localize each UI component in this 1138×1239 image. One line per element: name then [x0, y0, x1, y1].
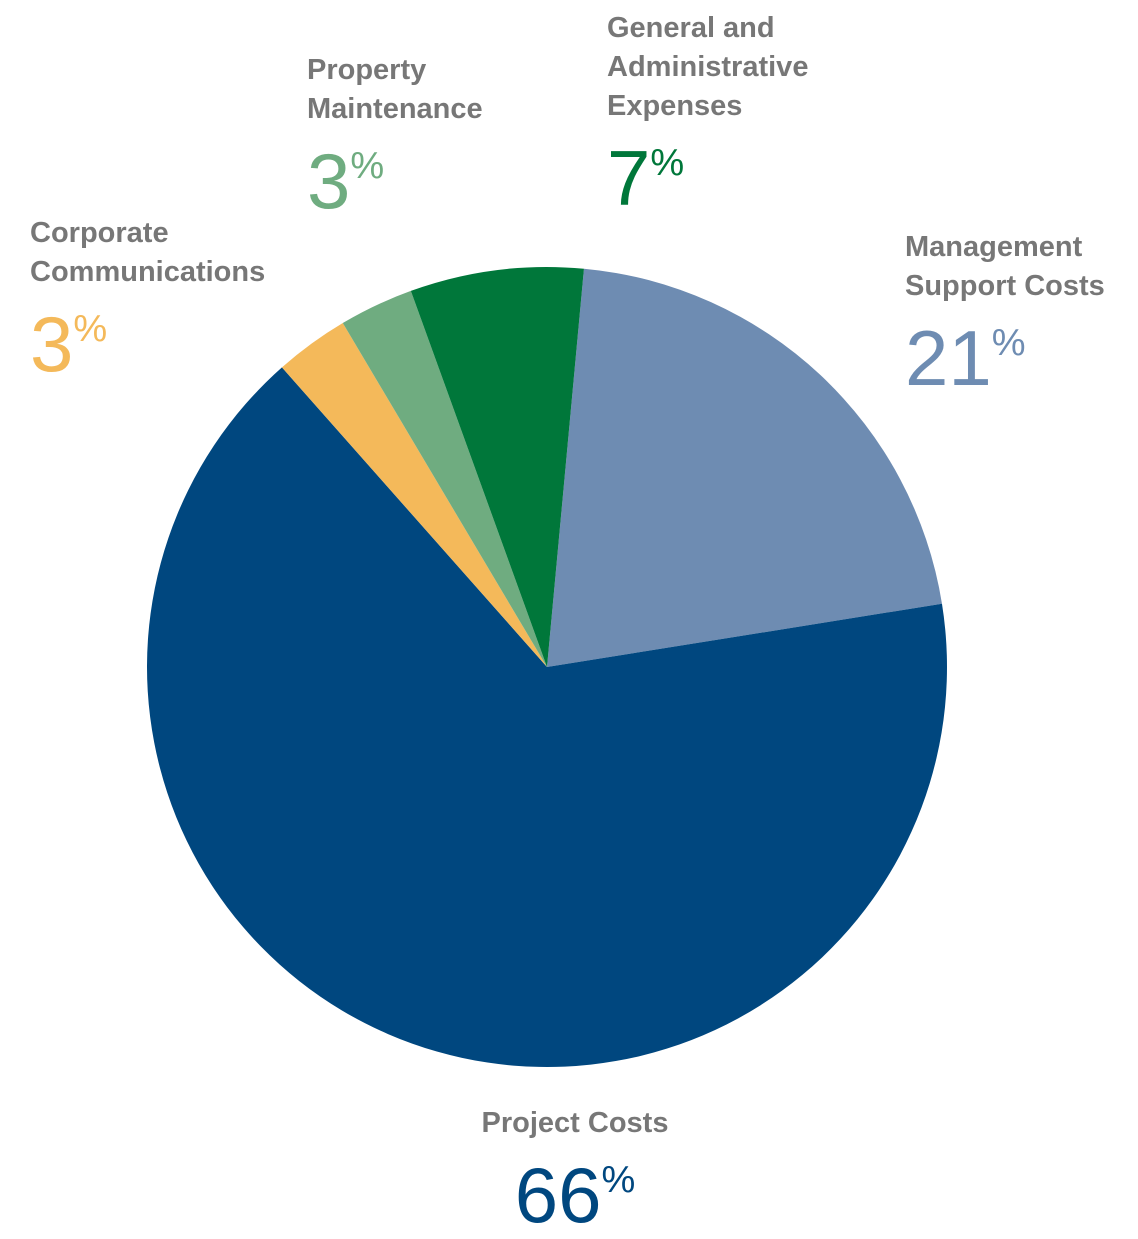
value-label: 7%: [607, 126, 857, 217]
value-label: 3%: [30, 292, 320, 383]
pie-slice: [547, 268, 942, 667]
pie-slice: [342, 290, 547, 667]
value-unit: %: [73, 308, 108, 350]
category-name: Management Support Costs: [905, 231, 1105, 302]
category-name: General and Administrative Expenses: [607, 12, 809, 122]
value-unit: %: [650, 142, 685, 184]
value-label: 21%: [905, 306, 1138, 397]
pie-slice: [146, 367, 948, 1067]
value-number: 66: [514, 1151, 602, 1239]
value-unit: %: [350, 145, 385, 187]
value-unit: %: [991, 322, 1026, 364]
value-label: 66%: [440, 1143, 710, 1234]
value-number: 21: [905, 314, 992, 402]
pie-slice: [281, 323, 547, 667]
value-label: 3%: [307, 129, 532, 220]
category-name: Corporate Communications: [30, 217, 266, 288]
value-unit: %: [601, 1159, 636, 1201]
value-number: 3: [307, 137, 351, 225]
value-number: 7: [607, 134, 651, 222]
slice-label: Project Costs 66%: [440, 1104, 710, 1234]
pie-slice: [410, 266, 584, 667]
slice-label: Corporate Communications 3%: [30, 214, 320, 383]
slice-label: General and Administrative Expenses 7%: [607, 9, 857, 217]
category-name: Property Maintenance: [307, 54, 483, 125]
slice-label: Property Maintenance 3%: [307, 51, 532, 220]
category-name: Project Costs: [481, 1107, 669, 1139]
value-number: 3: [30, 300, 74, 388]
slice-label: Management Support Costs 21%: [905, 228, 1138, 397]
